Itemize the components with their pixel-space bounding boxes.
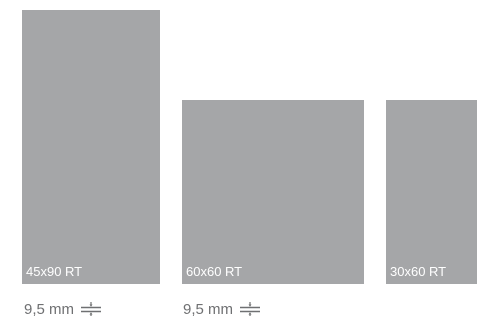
tile-label: 45x90 RT [26, 264, 83, 279]
thickness-icon [81, 302, 102, 316]
tile-30x60: 30x60 RT [386, 100, 477, 284]
thickness-value: 9,5 mm [183, 300, 234, 318]
thickness-info: 9,5 mm [24, 299, 102, 319]
tile-45x90: 45x90 RT [22, 10, 160, 284]
thickness-info: 9,5 mm [183, 299, 261, 319]
thickness-icon [240, 302, 261, 316]
tile-60x60: 60x60 RT [182, 100, 364, 284]
tile-label: 30x60 RT [390, 264, 447, 279]
thickness-value: 9,5 mm [24, 300, 75, 318]
tile-label: 60x60 RT [186, 264, 243, 279]
